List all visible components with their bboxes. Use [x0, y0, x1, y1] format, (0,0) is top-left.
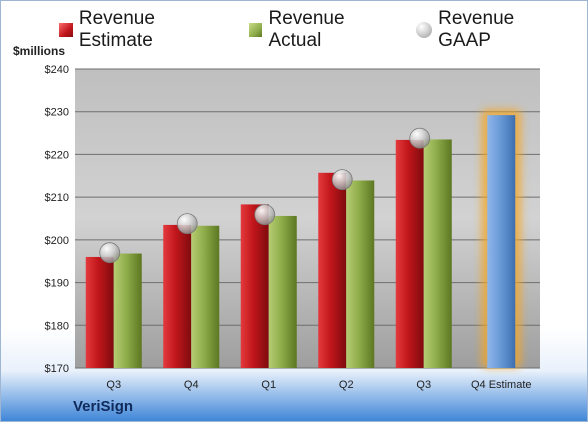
estimate-swatch-icon: [59, 23, 73, 37]
bar-revenue-estimate: [318, 172, 347, 368]
y-tick-label: $230: [45, 107, 69, 119]
legend-label-estimate: Revenue Estimate: [78, 8, 155, 51]
bar-revenue-actual: [423, 139, 452, 368]
bar-revenue-estimate: [163, 224, 192, 368]
y-axis-unit-label: $millions: [13, 44, 66, 58]
legend-item-actual: Revenue Actual: [248, 8, 401, 52]
y-axis-ticks: $170 $180 $190 $200 $210 $220 $230 $240: [45, 64, 69, 375]
y-tick-label: $240: [45, 64, 69, 76]
marker-revenue-gaap: [254, 204, 276, 226]
company-name: VeriSign: [73, 398, 134, 415]
y-tick-label: $220: [45, 149, 69, 161]
plot-area-background: [75, 69, 540, 368]
bar-revenue-actual: [346, 180, 375, 368]
x-axis-ticks: Q3 Q4 Q1 Q2 Q3 Q4 Estimate: [106, 379, 531, 391]
marker-revenue-gaap: [176, 213, 198, 235]
legend-item-estimate: Revenue Estimate: [59, 8, 233, 52]
bar-revenue-forecast: [487, 115, 516, 368]
bar-revenue-estimate: [395, 139, 424, 368]
bar-revenue-actual: [113, 253, 142, 368]
y-tick-label: $170: [45, 363, 69, 375]
marker-revenue-gaap: [409, 127, 431, 149]
legend-label-actual: Revenue Actual: [268, 8, 345, 51]
legend-label-gaap: Revenue GAAP: [438, 8, 515, 51]
x-tick-label: Q4: [184, 379, 199, 391]
bar-revenue-estimate: [240, 204, 269, 368]
x-tick-label: Q2: [339, 379, 354, 391]
legend-item-gaap: Revenue GAAP: [416, 8, 571, 52]
marker-revenue-gaap: [99, 242, 121, 264]
gridlines: [75, 68, 540, 369]
x-tick-label: Q1: [261, 379, 276, 391]
x-tick-label: Q3: [106, 379, 121, 391]
y-tick-label: $210: [45, 192, 69, 204]
x-tick-label: Q4 Estimate: [471, 379, 532, 391]
y-tick-label: $190: [45, 278, 69, 290]
y-tick-label: $200: [45, 235, 69, 247]
marker-revenue-gaap: [331, 169, 353, 191]
x-tick-label: Q3: [416, 379, 431, 391]
legend: Revenue Estimate Revenue Actual Revenue …: [59, 8, 587, 51]
bar-revenue-actual: [191, 225, 220, 368]
y-tick-label: $180: [45, 320, 69, 332]
gaap-marker-icon: [416, 22, 433, 38]
bar-revenue-estimate: [85, 256, 114, 368]
bars: [85, 109, 522, 368]
actual-swatch-icon: [248, 23, 263, 37]
bar-revenue-actual: [268, 215, 297, 368]
